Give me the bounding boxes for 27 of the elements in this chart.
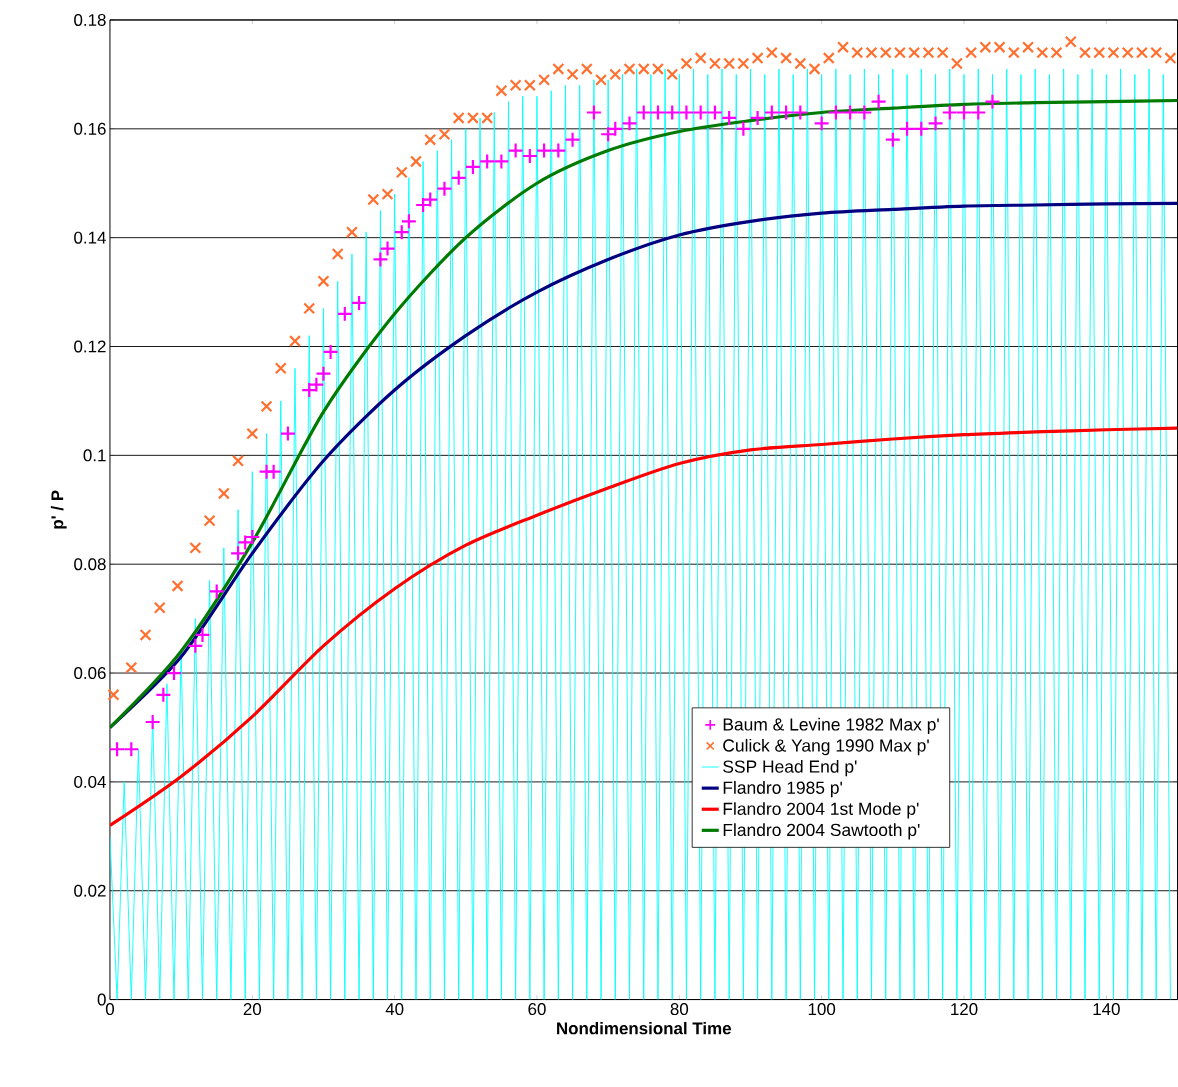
x-tick-label: 0 [105, 1003, 115, 1016]
x-tick-label: 100 [808, 1003, 836, 1016]
y-tick-label: 0.1 [83, 449, 106, 462]
legend-label: Flandro 2004 Sawtooth p' [723, 823, 920, 840]
x-tick-label: 140 [1093, 1003, 1120, 1016]
legend-label: SSP Head End p' [723, 760, 857, 777]
x-tick-label: 40 [385, 1003, 404, 1016]
x-tick-label: 120 [951, 1003, 978, 1016]
y-tick-label: 0.08 [74, 558, 106, 571]
y-tick-label: 0.18 [74, 14, 106, 27]
y-tick-label: 0 [97, 993, 106, 1006]
y-tick-label: 0.04 [74, 776, 106, 789]
legend-label: Flandro 1985 p' [723, 781, 842, 798]
x-axis-title: Nondimensional Time [557, 1022, 731, 1035]
legend-label: Baum & Levine 1982 Max p' [723, 718, 939, 735]
y-tick-label: 0.12 [74, 340, 106, 353]
x-tick-label: 60 [528, 1003, 546, 1016]
x-tick-label: 80 [670, 1003, 689, 1016]
x-tick-label: 20 [243, 1003, 262, 1016]
line-series [109, 68, 1171, 1000]
y-tick-label: 0.06 [74, 667, 106, 680]
y-tick-label: 0.16 [74, 123, 106, 136]
y-tick-label: 0.14 [74, 231, 106, 244]
y-tick-label: 0.02 [74, 884, 106, 897]
legend-label: Flandro 2004 1st Mode p' [723, 802, 919, 819]
y-axis-title: p' / P [50, 490, 67, 529]
legend-label: Culick & Yang 1990 Max p' [723, 739, 929, 756]
